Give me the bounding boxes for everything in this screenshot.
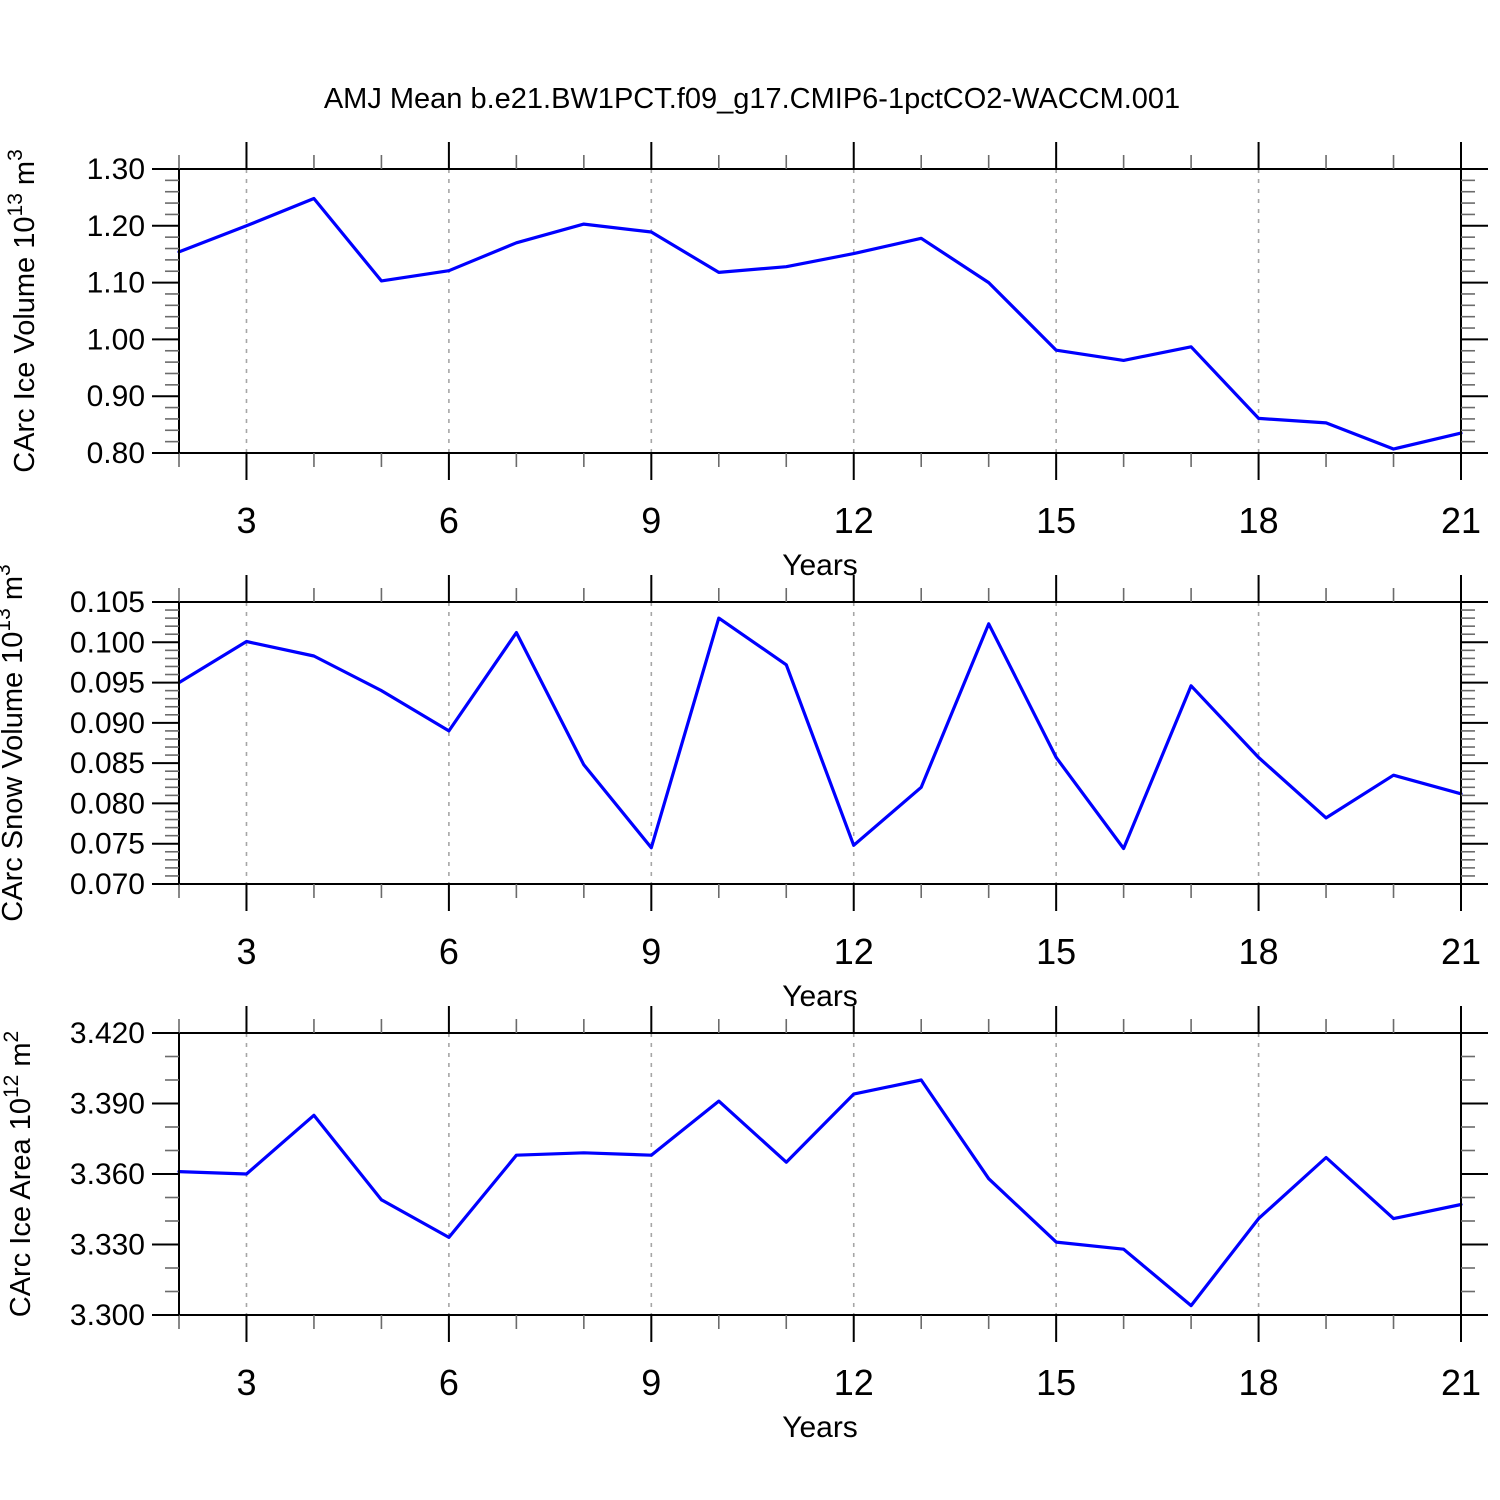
data-line-snow-volume	[177, 616, 1463, 851]
x-ticks	[178, 575, 1462, 911]
x-tick-label: 12	[834, 931, 874, 972]
y-tick-label: 3.390	[70, 1088, 145, 1121]
y-tick-labels: 1.30 1.20 1.10 1.00 0.90 0.80	[87, 153, 145, 470]
y-tick-label: 0.90	[87, 380, 145, 413]
x-tick-label: 15	[1036, 1362, 1076, 1403]
x-ticks	[178, 1006, 1462, 1342]
x-axis-title: Years	[782, 549, 858, 582]
panel-ice-area: 3.420 3.390 3.360 3.330 3.300 3 6 9 12 15 18 21 Year…	[0, 1006, 1488, 1444]
y-tick-label: 0.100	[70, 626, 145, 659]
x-tick-label: 18	[1239, 931, 1279, 972]
x-tick-label: 3	[236, 931, 256, 972]
plot-border	[178, 168, 1462, 454]
y-ticks	[152, 1032, 1488, 1316]
y-tick-label: 0.080	[70, 787, 145, 820]
x-tick-label: 21	[1441, 931, 1481, 972]
x-tick-label: 18	[1239, 1362, 1279, 1403]
x-tick-label: 21	[1441, 500, 1481, 541]
x-tick-label: 21	[1441, 1362, 1481, 1403]
y-tick-label: 3.300	[70, 1299, 145, 1332]
x-tick-label: 12	[834, 500, 874, 541]
gridlines	[245, 602, 1260, 884]
x-tick-label: 6	[439, 1362, 459, 1403]
y-tick-label: 0.80	[87, 437, 145, 470]
x-tick-label: 3	[236, 500, 256, 541]
y-axis-title: CArc Snow Volume 1013 m3	[0, 564, 29, 921]
y-tick-label: 1.00	[87, 323, 145, 356]
y-tick-label: 3.330	[70, 1229, 145, 1262]
chart-title: AMJ Mean b.e21.BW1PCT.f09_g17.CMIP6-1pct…	[324, 83, 1180, 115]
y-axis-title: CArc Ice Volume 1013 m3	[4, 149, 41, 473]
x-tick-label: 9	[641, 1362, 661, 1403]
data-line-ice-volume	[177, 196, 1463, 451]
y-tick-labels: 3.420 3.390 3.360 3.330 3.300	[70, 1017, 145, 1332]
x-tick-labels: 3 6 9 12 15 18 21	[236, 1362, 1481, 1403]
x-tick-label: 9	[641, 500, 661, 541]
y-tick-labels: 0.105 0.100 0.095 0.090 0.085 0.080 0.075 0.070	[70, 586, 145, 901]
y-tick-label: 1.10	[87, 267, 145, 300]
y-tick-label: 0.090	[70, 707, 145, 740]
x-axis-title: Years	[782, 1411, 858, 1444]
panel-ice-volume: 1.30 1.20 1.10 1.00 0.90 0.80 3 6 9 12 15 18 21 Years…	[4, 142, 1488, 582]
panels-group: 1.30 1.20 1.10 1.00 0.90 0.80 3 6 9 12 15 18 21 Years…	[0, 142, 1488, 1444]
y-tick-label: 1.20	[87, 210, 145, 243]
y-tick-label: 0.095	[70, 667, 145, 700]
y-tick-label: 0.085	[70, 747, 145, 780]
y-tick-label: 0.105	[70, 586, 145, 619]
x-tick-labels: 3 6 9 12 15 18 21	[236, 500, 1481, 541]
plot-border	[178, 1032, 1462, 1316]
x-tick-label: 18	[1239, 500, 1279, 541]
y-tick-label: 0.070	[70, 868, 145, 901]
x-axis-title: Years	[782, 980, 858, 1013]
plot-border	[178, 601, 1462, 885]
y-axis-title: CArc Ice Area 1012 m2	[0, 1031, 37, 1317]
x-tick-label: 12	[834, 1362, 874, 1403]
x-tick-label: 6	[439, 931, 459, 972]
y-tick-label: 3.360	[70, 1158, 145, 1191]
x-tick-label: 9	[641, 931, 661, 972]
gridlines	[245, 169, 1260, 453]
data-line-ice-area	[177, 1078, 1463, 1308]
y-tick-label: 1.30	[87, 153, 145, 186]
x-tick-labels: 3 6 9 12 15 18 21	[236, 931, 1481, 972]
y-tick-label: 3.420	[70, 1017, 145, 1050]
x-tick-label: 3	[236, 1362, 256, 1403]
x-tick-label: 15	[1036, 500, 1076, 541]
x-ticks	[178, 142, 1462, 480]
y-tick-label: 0.075	[70, 828, 145, 861]
panel-snow-volume: 0.105 0.100 0.095 0.090 0.085 0.080 0.075 0.070…	[0, 564, 1488, 1013]
x-tick-label: 6	[439, 500, 459, 541]
gridlines	[245, 1033, 1260, 1315]
y-ticks	[152, 168, 1488, 454]
y-ticks	[152, 601, 1488, 885]
x-tick-label: 15	[1036, 931, 1076, 972]
